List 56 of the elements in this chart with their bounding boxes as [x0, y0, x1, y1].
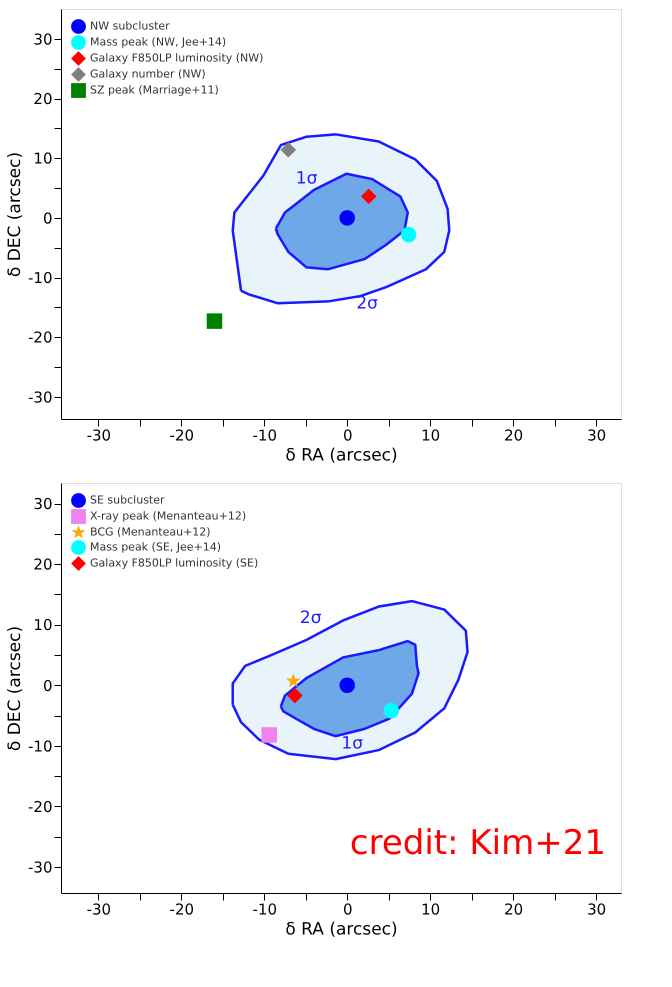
x-tick-label: 20 — [504, 426, 524, 444]
y-tick-label: -20 — [28, 798, 52, 816]
point — [206, 313, 222, 329]
point — [361, 188, 377, 204]
legend-label: SE subcluster — [90, 494, 165, 506]
x-tick-label: 30 — [587, 426, 606, 444]
y-tick-label: 20 — [33, 90, 52, 108]
annotation: 2σ — [300, 608, 322, 628]
legend-label: Mass peak (NW, Jee+14) — [90, 36, 226, 48]
y-tick-label: 0 — [42, 209, 52, 228]
legend-label: BCG (Menanteau+12) — [90, 526, 211, 538]
y-tick-label: 20 — [33, 556, 52, 574]
x-tick-label: 10 — [421, 900, 440, 918]
x-tick-label: 0 — [342, 900, 352, 918]
point — [280, 142, 296, 158]
x-tick-label: 30 — [587, 900, 606, 918]
y-tick-label: 10 — [33, 150, 52, 168]
point — [339, 210, 355, 226]
x-tick-label: 10 — [421, 426, 440, 444]
y-tick-label: -30 — [28, 858, 52, 876]
x-tick-label: 0 — [342, 426, 352, 444]
x-tick-label: -30 — [86, 426, 112, 444]
x-tick-label: -10 — [252, 900, 278, 918]
legend-label: Galaxy F850LP luminosity (SE) — [90, 556, 258, 570]
legend-label: Galaxy number (NW) — [90, 68, 206, 80]
y-axis-title: δ DEC (arcsec) — [5, 626, 25, 752]
legend-label: Mass peak (SE, Jee+14) — [90, 540, 222, 554]
annotation: credit: Kim+21 — [350, 823, 606, 863]
annotation: 1σ — [341, 734, 364, 754]
point — [400, 226, 416, 242]
y-tick-label: 30 — [33, 30, 52, 48]
x-tick-label: 20 — [504, 900, 524, 918]
point — [383, 702, 399, 718]
point — [286, 673, 301, 688]
x-tick-label: -30 — [86, 900, 112, 918]
legend-label: SZ peak (Marriage+11) — [90, 84, 219, 96]
y-tick-label: -30 — [28, 388, 52, 406]
point — [339, 678, 355, 694]
point — [261, 727, 277, 743]
legend-label: X-ray peak (Menanteau+12) — [90, 510, 246, 522]
y-tick-label: 0 — [42, 676, 52, 695]
x-tick-label: -20 — [170, 426, 194, 444]
legend-label: NW subcluster — [90, 20, 170, 32]
y-tick-label: -10 — [28, 269, 52, 288]
point — [287, 688, 303, 704]
y-tick-label: 30 — [33, 495, 52, 514]
y-axis-title: δ DEC (arcsec) — [5, 152, 25, 278]
x-tick-label: -10 — [252, 426, 278, 444]
annotation: 1σ — [296, 168, 318, 189]
x-axis-title: δ RA (arcsec) — [285, 446, 398, 466]
x-tick-label: -20 — [170, 900, 194, 918]
y-tick-label: 10 — [33, 616, 52, 634]
y-tick-label: -20 — [28, 328, 52, 347]
y-tick-label: -10 — [28, 737, 52, 756]
x-axis-title: δ RA (arcsec) — [285, 920, 398, 940]
legend-label: Galaxy F850LP luminosity (NW) — [90, 52, 264, 64]
